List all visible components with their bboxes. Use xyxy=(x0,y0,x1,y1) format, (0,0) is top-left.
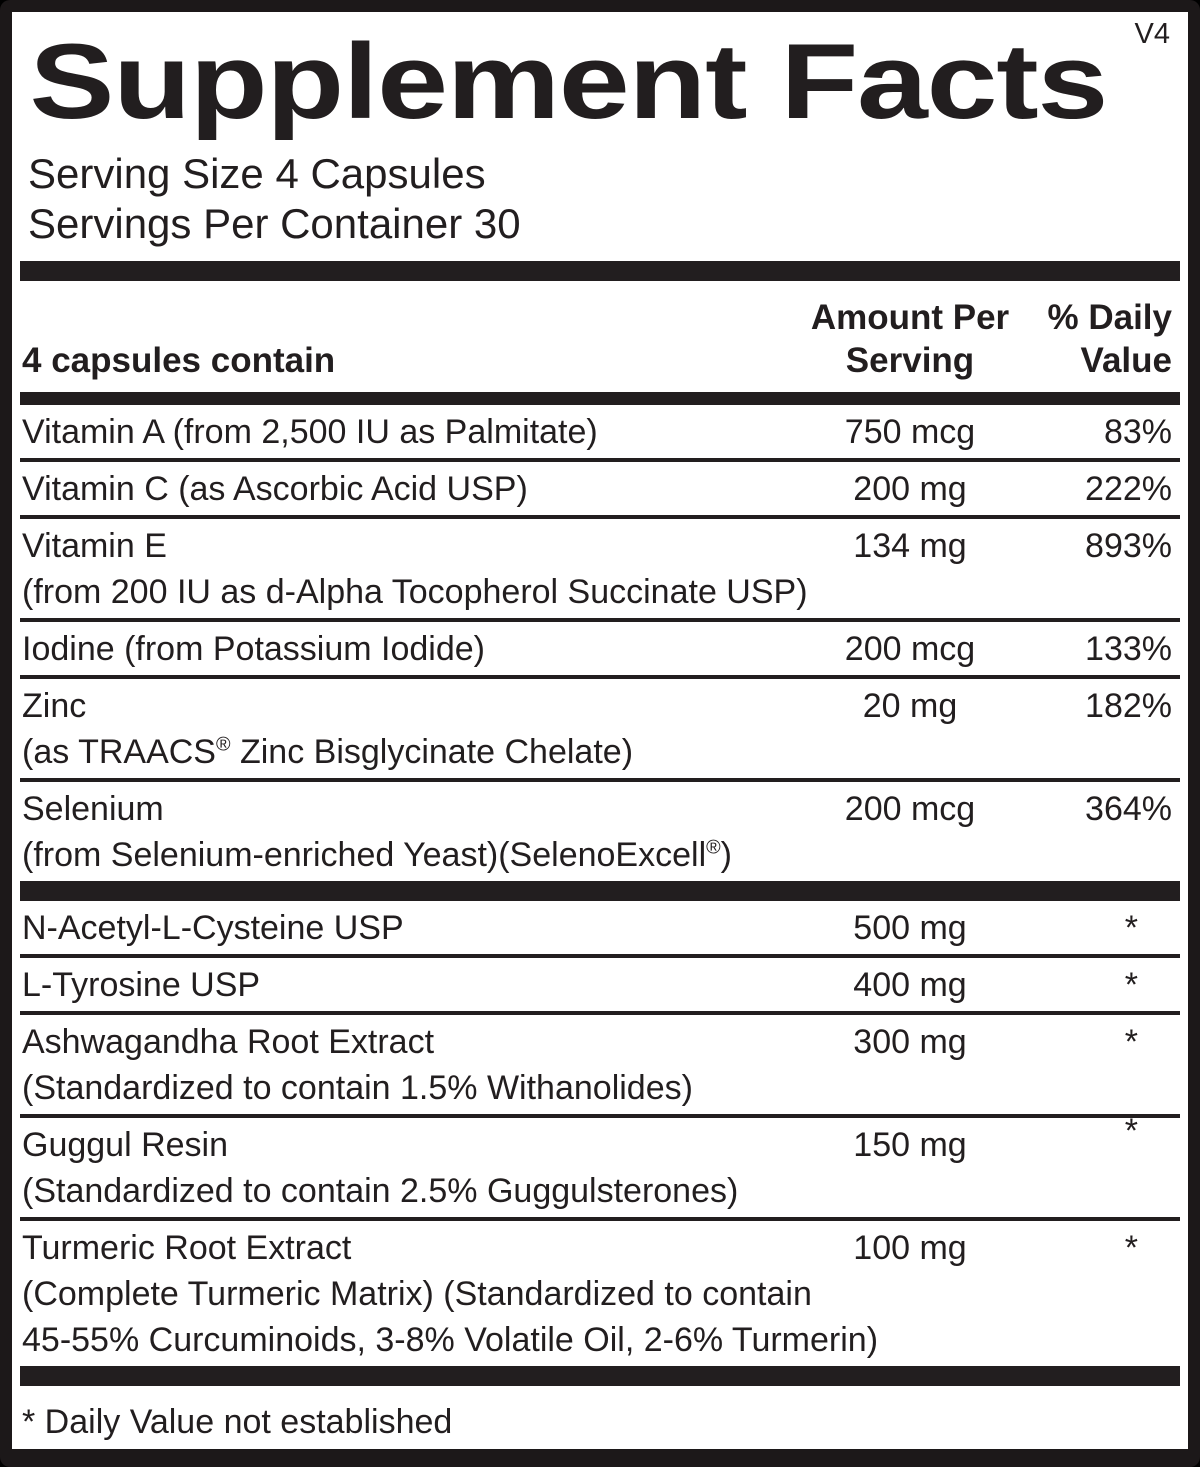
row-zinc: Zinc 20 mg 182% (as TRAACS® Zinc Bisglyc… xyxy=(20,679,1180,782)
registered-mark: ® xyxy=(706,836,721,859)
ingredient-daily-value: * xyxy=(1124,909,1138,947)
ingredient-amount: 750 mcg xyxy=(844,413,976,451)
row-l-tyrosine: L-Tyrosine USP 400 mg * xyxy=(20,958,1180,1015)
ingredient-daily-value: 83% xyxy=(1103,413,1172,451)
ingredient-detail: (Complete Turmeric Matrix) (Standardized… xyxy=(22,1275,812,1313)
ingredient-detail: (Standardized to contain 1.5% Withanolid… xyxy=(22,1069,693,1107)
ingredient-name: Ashwagandha Root Extract xyxy=(22,1023,435,1061)
divider-bar-top xyxy=(20,261,1180,281)
row-iodine: Iodine (from Potassium Iodide) 200 mcg 1… xyxy=(20,622,1180,679)
ingredient-detail: (from Selenium-enriched Yeast)(SelenoExc… xyxy=(22,836,732,874)
ingredient-detail: (Standardized to contain 2.5% Guggulster… xyxy=(22,1172,739,1210)
row-selenium: Selenium 200 mcg 364% (from Selenium-enr… xyxy=(20,782,1180,881)
ingredient-name: Vitamin E xyxy=(22,527,167,565)
ingredient-name: Selenium xyxy=(22,790,164,828)
page-title: Supplement Facts xyxy=(29,21,1109,141)
version-tag: V4 xyxy=(1134,18,1170,50)
table-header-row: 4 capsules contain Amount Per Serving % … xyxy=(20,281,1180,392)
row-guggul-resin: Guggul Resin 150 mg * (Standardized to c… xyxy=(20,1112,1180,1221)
servings-per-container: Servings Per Container 30 xyxy=(28,200,521,247)
row-vitamin-a: Vitamin A (from 2,500 IU as Palmitate) 7… xyxy=(20,405,1180,462)
ingredient-amount: 200 mg xyxy=(853,470,967,508)
ingredient-name: Zinc xyxy=(22,687,87,725)
ingredient-amount: 500 mg xyxy=(853,909,967,947)
ingredient-amount: 300 mg xyxy=(853,1023,967,1061)
ingredient-name: Vitamin A (from 2,500 IU as Palmitate) xyxy=(22,413,598,451)
registered-mark: ® xyxy=(215,733,231,756)
ingredient-name: Turmeric Root Extract xyxy=(22,1229,352,1267)
ingredient-detail: (as TRAACS® Zinc Bisglycinate Chelate) xyxy=(22,733,634,771)
col-header-amount-line1: Amount Per xyxy=(810,298,1010,337)
col-header-dv-line1: % Daily xyxy=(1047,298,1173,337)
ingredient-name: Vitamin C (as Ascorbic Acid USP) xyxy=(22,470,528,508)
ingredient-daily-value: 133% xyxy=(1085,630,1172,668)
ingredient-daily-value: * xyxy=(1124,1023,1138,1061)
ingredient-name: L-Tyrosine USP xyxy=(22,966,261,1004)
col-header-amount-line2: Serving xyxy=(845,341,975,380)
ingredient-name: N-Acetyl-L-Cysteine USP xyxy=(22,909,404,947)
col-header-daily-value: % Daily Value xyxy=(1030,296,1180,382)
ingredient-detail: (from 200 IU as d-Alpha Tocopherol Succi… xyxy=(22,573,808,611)
row-n-acetyl-l-cysteine: N-Acetyl-L-Cysteine USP 500 mg * xyxy=(20,901,1180,958)
row-vitamin-e: Vitamin E 134 mg 893% (from 200 IU as d-… xyxy=(20,519,1180,622)
ingredient-daily-value: 182% xyxy=(1085,687,1172,725)
ingredient-daily-value: * xyxy=(1124,966,1138,1004)
ingredient-daily-value: * xyxy=(1124,1229,1138,1267)
ingredient-amount: 200 mcg xyxy=(844,630,976,668)
divider-bar-footnote xyxy=(20,1366,1180,1386)
ingredient-daily-value: 222% xyxy=(1085,470,1172,508)
ingredient-amount: 100 mg xyxy=(853,1229,967,1267)
serving-size: Serving Size 4 Capsules xyxy=(28,150,486,197)
ingredient-name: Guggul Resin xyxy=(22,1126,229,1164)
row-ashwagandha: Ashwagandha Root Extract 300 mg * (Stand… xyxy=(20,1015,1180,1118)
col-header-dv-line2: Value xyxy=(1080,341,1172,380)
ingredient-amount: 150 mg xyxy=(853,1126,967,1164)
divider-bar-section xyxy=(20,881,1180,901)
footnote: * Daily Value not established xyxy=(22,1403,453,1441)
row-turmeric: Turmeric Root Extract 100 mg * (Complete… xyxy=(20,1221,1180,1366)
ingredient-daily-value: 364% xyxy=(1085,790,1172,828)
ingredient-name: Iodine (from Potassium Iodide) xyxy=(22,630,485,668)
row-vitamin-c: Vitamin C (as Ascorbic Acid USP) 200 mg … xyxy=(20,462,1180,519)
divider-bar-header xyxy=(20,392,1180,405)
ingredient-daily-value: 893% xyxy=(1085,527,1172,565)
ingredient-amount: 400 mg xyxy=(853,966,967,1004)
ingredient-detail: 45-55% Curcuminoids, 3-8% Volatile Oil, … xyxy=(22,1321,879,1359)
ingredient-daily-value: * xyxy=(1124,1112,1138,1150)
ingredient-amount: 200 mcg xyxy=(844,790,976,828)
ingredient-amount: 134 mg xyxy=(853,527,967,565)
ingredient-amount: 20 mg xyxy=(862,687,958,725)
col-header-contain: 4 capsules contain xyxy=(22,341,336,380)
col-header-amount: Amount Per Serving xyxy=(790,296,1030,382)
